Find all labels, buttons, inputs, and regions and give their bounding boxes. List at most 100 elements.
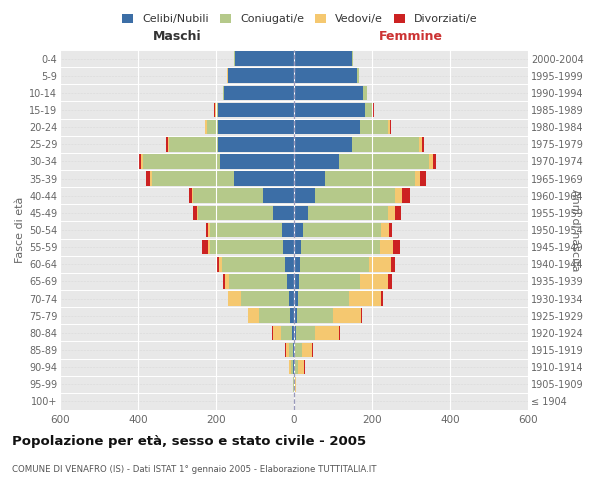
Bar <box>290 308 294 323</box>
Bar <box>294 222 302 238</box>
Bar <box>193 206 197 220</box>
Bar <box>214 102 215 118</box>
Bar <box>208 240 210 254</box>
Bar <box>289 292 294 306</box>
Bar <box>294 120 360 134</box>
Bar <box>216 102 218 118</box>
Bar <box>301 240 380 254</box>
Bar <box>287 274 294 288</box>
Bar <box>218 120 294 134</box>
Bar <box>395 188 403 203</box>
Bar <box>295 342 302 357</box>
Bar <box>294 86 364 100</box>
Bar <box>223 86 224 100</box>
Bar <box>293 342 294 357</box>
Bar <box>403 188 410 203</box>
Bar <box>293 360 294 374</box>
Text: Maschi: Maschi <box>152 30 202 43</box>
Bar <box>167 137 169 152</box>
Bar <box>228 292 241 306</box>
Bar <box>210 240 283 254</box>
Bar <box>294 342 295 357</box>
Bar <box>360 274 388 288</box>
Bar <box>222 257 286 272</box>
Bar <box>294 137 352 152</box>
Bar <box>316 188 395 203</box>
Bar <box>391 257 395 272</box>
Bar <box>295 360 298 374</box>
Bar <box>294 188 316 203</box>
Bar <box>215 102 216 118</box>
Bar <box>302 342 311 357</box>
Bar <box>298 292 349 306</box>
Bar <box>202 240 208 254</box>
Bar <box>283 240 294 254</box>
Bar <box>298 360 304 374</box>
Bar <box>294 52 352 66</box>
Bar <box>325 172 415 186</box>
Bar <box>294 154 339 168</box>
Bar <box>300 257 369 272</box>
Bar <box>150 172 152 186</box>
Bar <box>228 68 229 83</box>
Bar <box>352 137 419 152</box>
Bar <box>188 188 192 203</box>
Bar <box>316 326 339 340</box>
Bar <box>360 120 388 134</box>
Bar <box>380 240 394 254</box>
Bar <box>294 206 308 220</box>
Bar <box>206 222 208 238</box>
Bar <box>419 137 422 152</box>
Bar <box>302 222 380 238</box>
Bar <box>380 222 389 238</box>
Bar <box>241 292 289 306</box>
Bar <box>226 274 229 288</box>
Bar <box>219 257 222 272</box>
Text: COMUNE DI VENAFRO (IS) - Dati ISTAT 1° gennaio 2005 - Elaborazione TUTTITALIA.IT: COMUNE DI VENAFRO (IS) - Dati ISTAT 1° g… <box>12 465 377 474</box>
Bar <box>139 154 141 168</box>
Bar <box>357 68 359 83</box>
Bar <box>308 206 388 220</box>
Bar <box>364 86 367 100</box>
Bar <box>294 68 357 83</box>
Bar <box>283 222 294 238</box>
Bar <box>294 308 297 323</box>
Bar <box>281 326 292 340</box>
Bar <box>365 102 372 118</box>
Bar <box>294 240 301 254</box>
Legend: Celibi/Nubili, Coniugati/e, Vedovi/e, Divorziati/e: Celibi/Nubili, Coniugati/e, Vedovi/e, Di… <box>119 10 481 28</box>
Bar <box>284 342 286 357</box>
Bar <box>394 240 400 254</box>
Bar <box>369 257 391 272</box>
Bar <box>235 52 294 66</box>
Bar <box>197 206 272 220</box>
Bar <box>294 360 295 374</box>
Bar <box>210 222 283 238</box>
Bar <box>361 308 362 323</box>
Bar <box>193 188 263 203</box>
Text: Fasce di età: Fasce di età <box>15 197 25 263</box>
Bar <box>229 274 287 288</box>
Bar <box>296 326 316 340</box>
Bar <box>349 292 382 306</box>
Bar <box>218 102 294 118</box>
Bar <box>205 120 207 134</box>
Bar <box>294 377 295 392</box>
Bar <box>216 257 219 272</box>
Bar <box>388 206 395 220</box>
Bar <box>372 102 373 118</box>
Text: Popolazione per età, sesso e stato civile - 2005: Popolazione per età, sesso e stato civil… <box>12 435 366 448</box>
Bar <box>415 172 421 186</box>
Bar <box>291 360 293 374</box>
Bar <box>294 292 298 306</box>
Bar <box>289 342 293 357</box>
Bar <box>339 154 430 168</box>
Bar <box>389 222 392 238</box>
Bar <box>272 326 281 340</box>
Bar <box>248 308 259 323</box>
Bar <box>295 377 296 392</box>
Bar <box>292 326 294 340</box>
Bar <box>286 257 294 272</box>
Bar <box>388 274 392 288</box>
Bar <box>333 308 361 323</box>
